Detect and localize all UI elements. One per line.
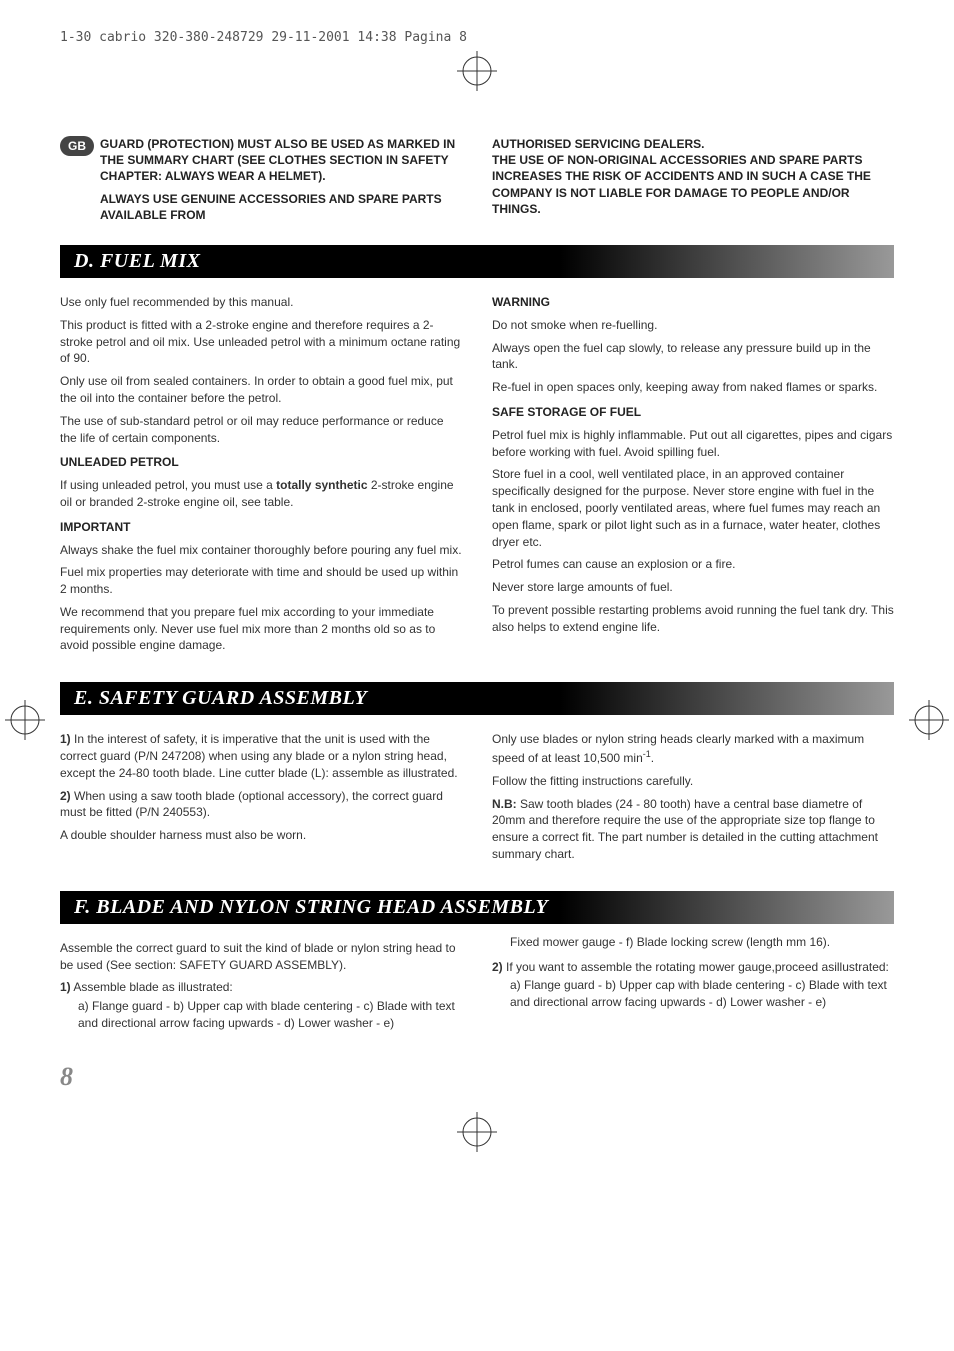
d-right-p2: Always open the fuel cap slowly, to rele… bbox=[492, 340, 894, 374]
d-right-p5: Store fuel in a cool, well ventilated pl… bbox=[492, 466, 894, 550]
d-left-sub1: UNLEADED PETROL bbox=[60, 454, 462, 471]
d-right-p7: Never store large amounts of fuel. bbox=[492, 579, 894, 596]
d-right-p4: Petrol fuel mix is highly inflammable. P… bbox=[492, 427, 894, 461]
d-right-sub2: SAFE STORAGE OF FUEL bbox=[492, 404, 894, 421]
section-e-body: 1) In the interest of safety, it is impe… bbox=[60, 725, 894, 869]
d-left-p8: We recommend that you prepare fuel mix a… bbox=[60, 604, 462, 654]
d-left-p4: The use of sub-standard petrol or oil ma… bbox=[60, 413, 462, 447]
f-right-p1: Fixed mower gauge - f) Blade locking scr… bbox=[492, 934, 894, 951]
d-right-p6: Petrol fumes can cause an explosion or a… bbox=[492, 556, 894, 573]
d-left-p1: Use only fuel recommended by this manual… bbox=[60, 294, 462, 311]
crop-mark-bottom bbox=[60, 1112, 894, 1157]
d-left-p5: If using unleaded petrol, you must use a… bbox=[60, 477, 462, 511]
crop-mark-right bbox=[909, 700, 949, 745]
f-right-p2-sub: a) Flange guard - b) Upper cap with blad… bbox=[492, 977, 894, 1011]
e-left-p2: 2) When using a saw tooth blade (optiona… bbox=[60, 788, 462, 822]
intro-left-2: ALWAYS USE GENUINE ACCESSORIES AND SPARE… bbox=[100, 191, 462, 223]
d-right-p8: To prevent possible restarting problems … bbox=[492, 602, 894, 636]
d-left-p3: Only use oil from sealed containers. In … bbox=[60, 373, 462, 407]
intro-right: AUTHORISED SERVICING DEALERS. THE USE OF… bbox=[492, 136, 894, 223]
f-left-p1: Assemble the correct guard to suit the k… bbox=[60, 940, 462, 974]
file-header-line: 1-30 cabrio 320-380-248729 29-11-2001 14… bbox=[60, 30, 894, 45]
d-right-sub1: WARNING bbox=[492, 294, 894, 311]
d-left-p2: This product is fitted with a 2-stroke e… bbox=[60, 317, 462, 367]
section-f-header: F. BLADE AND NYLON STRING HEAD ASSEMBLY bbox=[60, 891, 894, 924]
d-left-p7: Fuel mix properties may deteriorate with… bbox=[60, 564, 462, 598]
e-right-p3: N.B: Saw tooth blades (24 - 80 tooth) ha… bbox=[492, 796, 894, 863]
section-d-header: D. FUEL MIX bbox=[60, 245, 894, 278]
e-left-p3: A double shoulder harness must also be w… bbox=[60, 827, 462, 844]
d-right-p1: Do not smoke when re-fuelling. bbox=[492, 317, 894, 334]
crop-mark-left bbox=[5, 700, 45, 745]
d-left-p6: Always shake the fuel mix container thor… bbox=[60, 542, 462, 559]
d-left-sub2: IMPORTANT bbox=[60, 519, 462, 536]
e-left-p1: 1) In the interest of safety, it is impe… bbox=[60, 731, 462, 781]
crop-mark-top bbox=[60, 51, 894, 96]
intro-block: GB GUARD (PROTECTION) MUST ALSO BE USED … bbox=[60, 136, 894, 223]
section-d-body: Use only fuel recommended by this manual… bbox=[60, 288, 894, 660]
e-right-p2: Follow the fitting instructions carefull… bbox=[492, 773, 894, 790]
f-left-p2-sub: a) Flange guard - b) Upper cap with blad… bbox=[60, 998, 462, 1032]
e-right-p1: Only use blades or nylon string heads cl… bbox=[492, 731, 894, 767]
section-e-header: E. SAFETY GUARD ASSEMBLY bbox=[60, 682, 894, 715]
f-right-p2: 2) If you want to assemble the rotating … bbox=[492, 959, 894, 976]
section-f-body: Assemble the correct guard to suit the k… bbox=[60, 934, 894, 1032]
intro-left-1: GUARD (PROTECTION) MUST ALSO BE USED AS … bbox=[100, 136, 462, 185]
page-number: 8 bbox=[60, 1062, 894, 1092]
d-right-p3: Re-fuel in open spaces only, keeping awa… bbox=[492, 379, 894, 396]
f-left-p2: 1) Assemble blade as illustrated: bbox=[60, 979, 462, 996]
gb-badge: GB bbox=[60, 136, 94, 156]
